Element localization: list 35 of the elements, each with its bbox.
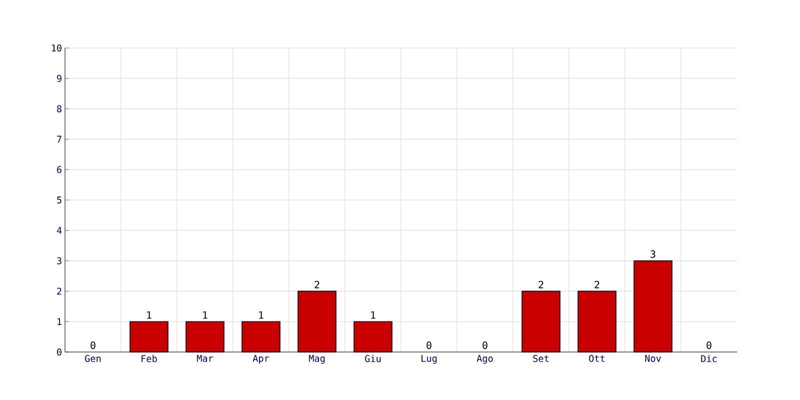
x-tick-label: Mar	[196, 354, 214, 362]
x-tick-label: Set	[533, 354, 549, 362]
data-label: 1	[147, 311, 152, 319]
x-tick-label: Gen	[85, 354, 101, 362]
y-tick-label: 0	[57, 348, 62, 356]
x-tick-label: Feb	[142, 354, 157, 362]
x-tick-label: Nov	[645, 354, 661, 362]
data-label: 3	[650, 250, 656, 258]
data-label: 0	[706, 342, 712, 350]
x-tick-label: Giu	[365, 354, 381, 362]
y-tick-label: 2	[57, 288, 62, 295]
data-label: 2	[538, 280, 544, 288]
data-label: 2	[594, 280, 600, 288]
data-label: 1	[259, 311, 264, 319]
data-label: 0	[90, 342, 96, 350]
y-tick-label: 10	[52, 44, 62, 52]
x-tick-label: Lug	[422, 354, 437, 364]
x-tick-label: Apr	[252, 354, 270, 364]
y-tick-label: 5	[57, 196, 62, 204]
data-label: 0	[426, 342, 432, 350]
x-tick-label: Mag	[308, 354, 325, 364]
data-label: 2	[314, 280, 320, 288]
y-tick-label: 1	[58, 318, 62, 326]
y-tick-label: 7	[57, 136, 62, 143]
y-tick-label: 3	[57, 257, 62, 264]
y-tick-label: 9	[57, 74, 62, 82]
y-tick-label: 4	[56, 227, 62, 234]
data-label: 1	[203, 311, 208, 319]
x-tick-label: Ago	[476, 354, 493, 364]
x-tick-label: Dic	[701, 354, 717, 362]
y-tick-label: 6	[57, 166, 62, 174]
data-label: 1	[371, 311, 376, 319]
data-label: 0	[482, 342, 488, 350]
y-tick-label: 8	[57, 105, 62, 112]
x-tick-label: Ott	[589, 354, 605, 362]
